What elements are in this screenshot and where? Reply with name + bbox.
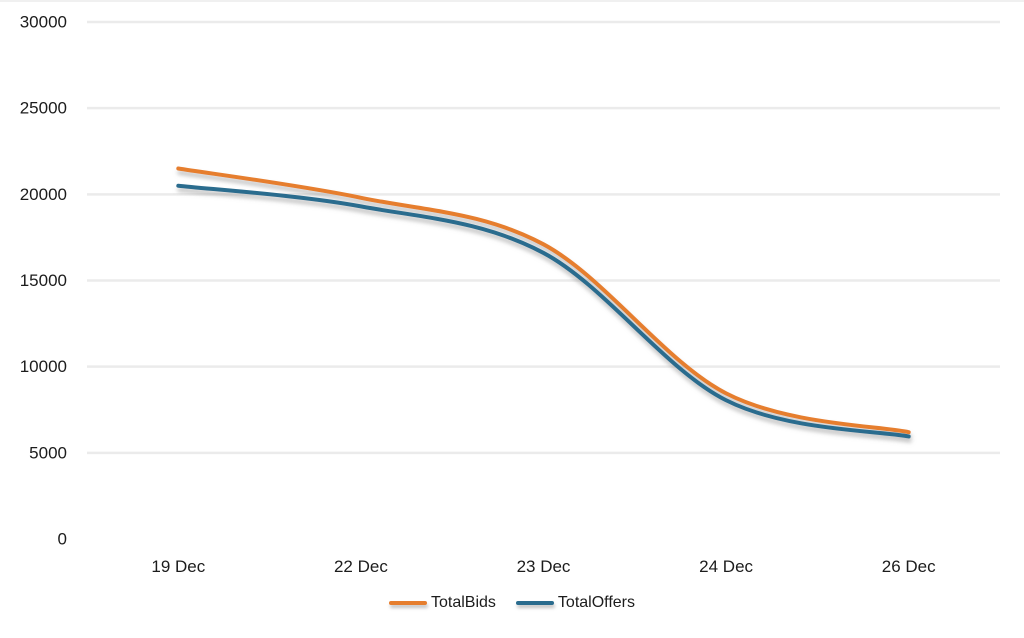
series-line-totalbids: [176, 166, 911, 435]
x-axis-label-19-dec: 19 Dec: [151, 557, 205, 576]
y-axis-label-25000: 25000: [20, 99, 67, 118]
y-axis-label-0: 0: [58, 530, 67, 549]
legend-item-totaloffers: TotalOffers: [515, 594, 635, 612]
legend-item-totalbids: TotalBids: [389, 594, 496, 612]
y-axis-label-5000: 5000: [29, 443, 67, 462]
legend-label-totalbids: TotalBids: [431, 594, 496, 611]
y-axis-label-10000: 10000: [20, 357, 67, 376]
y-axis-label-20000: 20000: [20, 185, 67, 204]
legend-label-totaloffers: TotalOffers: [557, 594, 635, 611]
x-axis-label-24-dec: 24 Dec: [699, 557, 753, 576]
chart-legend: TotalBids TotalOffers: [389, 594, 635, 612]
x-axis-label-23-dec: 23 Dec: [517, 557, 571, 576]
totalbids-line-swatch: [389, 601, 427, 605]
x-axis-label-26-dec: 26 Dec: [882, 557, 936, 576]
y-axis-label-15000: 15000: [20, 271, 67, 290]
y-axis-label-30000: 30000: [20, 13, 67, 32]
top-border-line: [0, 0, 1024, 2]
totaloffers-line-swatch: [515, 601, 554, 605]
x-axis-label-22-dec: 22 Dec: [334, 557, 388, 576]
series-line-totaloffers: [176, 183, 911, 439]
